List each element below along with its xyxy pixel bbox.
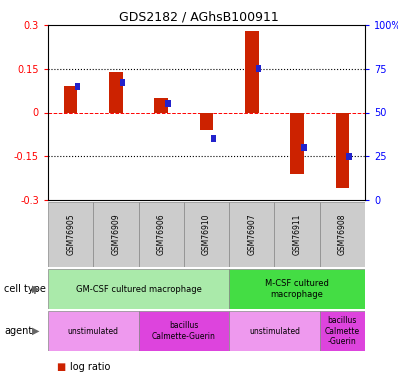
Text: GM-CSF cultured macrophage: GM-CSF cultured macrophage (76, 285, 201, 294)
Bar (120, 79, 125, 86)
Bar (64, 86, 78, 112)
Text: GSM76906: GSM76906 (157, 214, 166, 255)
Bar (93, 202, 139, 267)
Text: GSM76911: GSM76911 (293, 214, 302, 255)
Bar (139, 202, 184, 267)
Bar (165, 100, 171, 107)
Bar (320, 311, 365, 351)
Text: GSM76909: GSM76909 (111, 214, 121, 255)
Bar (256, 65, 261, 72)
Text: GSM76905: GSM76905 (66, 214, 75, 255)
Text: cell type: cell type (4, 284, 46, 294)
Bar (229, 202, 275, 267)
Bar (336, 112, 349, 188)
Bar (346, 153, 352, 160)
Text: GSM76908: GSM76908 (338, 214, 347, 255)
Bar (245, 31, 259, 112)
Text: unstimulated: unstimulated (68, 327, 119, 336)
Text: log ratio: log ratio (70, 362, 110, 372)
Bar (184, 202, 229, 267)
Bar (290, 112, 304, 174)
Text: agent: agent (4, 326, 32, 336)
Text: ▶: ▶ (32, 284, 40, 294)
Text: GSM76907: GSM76907 (247, 214, 256, 255)
Bar (48, 311, 139, 351)
Bar (109, 72, 123, 112)
Bar (301, 144, 306, 151)
Bar (229, 311, 320, 351)
Text: ■: ■ (56, 362, 65, 372)
Text: M-CSF cultured
macrophage: M-CSF cultured macrophage (265, 279, 329, 299)
Bar (229, 269, 365, 309)
Bar (275, 202, 320, 267)
Bar (154, 98, 168, 112)
Bar (75, 82, 80, 90)
Bar (320, 202, 365, 267)
Text: ▶: ▶ (32, 326, 40, 336)
Bar (48, 202, 93, 267)
Text: bacillus
Calmette
-Guerin: bacillus Calmette -Guerin (325, 316, 360, 346)
Text: GSM76910: GSM76910 (202, 214, 211, 255)
Text: unstimulated: unstimulated (249, 327, 300, 336)
Bar (48, 269, 229, 309)
Text: bacillus
Calmette-Guerin: bacillus Calmette-Guerin (152, 321, 216, 341)
Bar (211, 135, 216, 142)
Bar (200, 112, 213, 130)
Bar (139, 311, 229, 351)
Text: GDS2182 / AGhsB100911: GDS2182 / AGhsB100911 (119, 10, 279, 24)
